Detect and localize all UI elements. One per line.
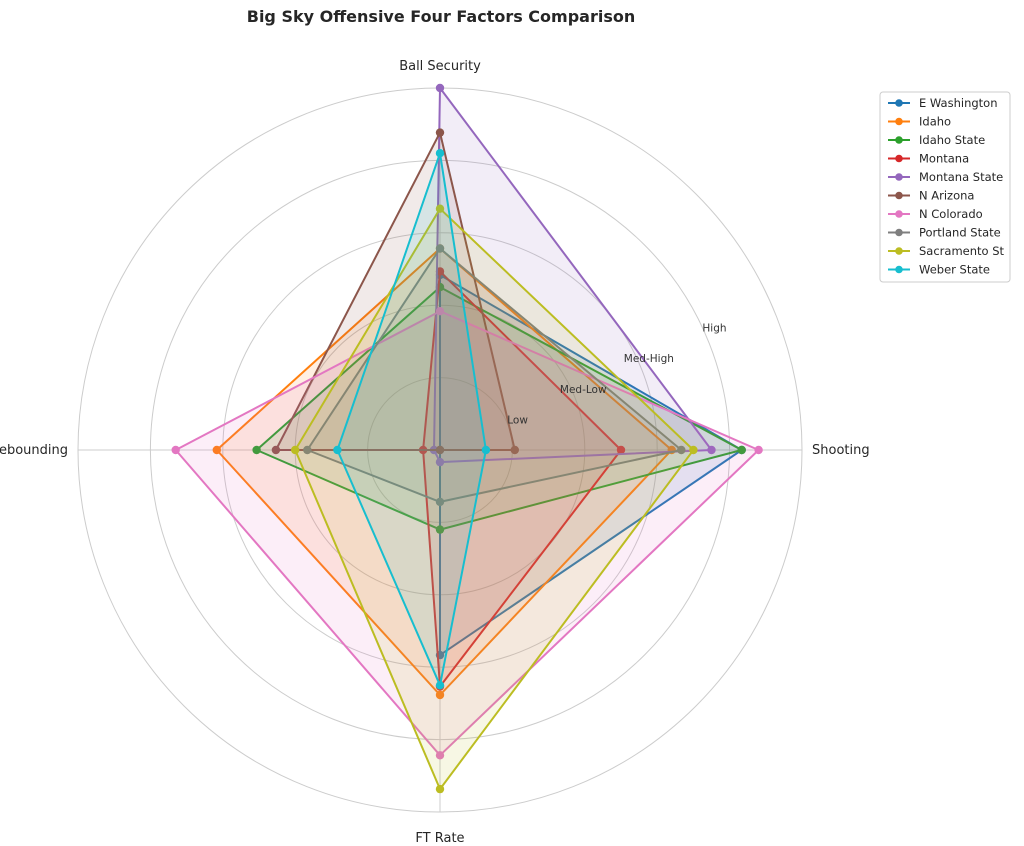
series-fill-idaho — [216, 248, 672, 695]
legend-label: Sacramento St — [919, 244, 1005, 258]
data-point-portland-state-ball-security — [435, 244, 445, 253]
data-point-weber-state-shooting — [481, 445, 491, 455]
legend-item-idaho-state: Idaho State — [888, 133, 985, 147]
chart-title: Big Sky Offensive Four Factors Compariso… — [247, 7, 636, 26]
series-fill-weber-state — [337, 153, 486, 686]
axis-label-shooting: Shooting — [812, 443, 870, 458]
axis-label-ft-rate: FT Rate — [415, 831, 464, 846]
data-point-weber-state-ft-rate — [435, 681, 445, 690]
series-fill-n-colorado — [175, 311, 759, 756]
series-fill-portland-state — [307, 248, 682, 502]
legend: E Washington Idaho Idaho State Montana Monta… — [879, 91, 1011, 283]
data-point-weber-state-off-rebounding — [333, 445, 342, 455]
series-weber-state — [333, 149, 491, 690]
data-point-sacramento-st-ft-rate — [435, 784, 445, 794]
legend-marker — [895, 99, 903, 107]
data-point-n-arizona-off-rebounding — [271, 445, 281, 455]
legend-label: N Colorado — [919, 207, 983, 221]
series-fill-sacramento-st — [295, 208, 694, 790]
legend-marker — [895, 117, 903, 126]
legend-item-montana-state: Montana State — [888, 170, 1003, 184]
legend-label: Idaho State — [919, 133, 985, 147]
legend-marker — [895, 173, 903, 181]
legend-marker — [895, 136, 903, 144]
tick-label-med-low: Med-Low — [560, 384, 607, 396]
legend-label: Portland State — [919, 226, 1001, 240]
legend-label: N Arizona — [919, 189, 974, 203]
axis-label-ball-security: Ball Security — [399, 59, 481, 74]
series-layer — [171, 83, 763, 794]
legend-item-sacramento-st: Sacramento St — [888, 244, 1005, 258]
legend-label: Idaho — [919, 115, 951, 129]
series-portland-state — [303, 244, 686, 507]
data-point-idaho-off-rebounding — [212, 445, 221, 455]
legend-item-idaho: Idaho — [888, 115, 951, 129]
data-point-idaho-state-ft-rate — [435, 525, 445, 534]
series-montana-state — [429, 83, 716, 467]
data-point-portland-state-ft-rate — [435, 497, 445, 507]
legend-marker — [895, 265, 903, 274]
legend-label: E Washington — [919, 96, 998, 110]
legend-marker — [895, 154, 903, 163]
data-point-sacramento-st-off-rebounding — [291, 445, 300, 455]
data-point-montana-state-ball-security — [435, 83, 445, 93]
legend-item-n-colorado: N Colorado — [888, 207, 983, 221]
series-n-colorado — [171, 307, 763, 760]
data-point-weber-state-ball-security — [435, 149, 445, 158]
legend-marker — [895, 228, 903, 237]
series-n-arizona — [271, 128, 519, 455]
series-sacramento-st — [291, 204, 698, 794]
legend-marker — [895, 247, 903, 255]
tick-label-low: Low — [507, 414, 528, 426]
legend-label: Montana — [919, 152, 969, 166]
data-point-n-arizona-ball-security — [435, 128, 445, 137]
series-fill-idaho-state — [256, 287, 742, 530]
data-point-portland-state-off-rebounding — [303, 445, 312, 455]
tick-label-med-high: Med-High — [624, 353, 674, 365]
legend-marker — [895, 210, 903, 218]
data-point-n-colorado-off-rebounding — [171, 445, 180, 455]
data-point-montana-shooting — [616, 445, 626, 455]
tick-labels: Low Med-Low Med-High High — [507, 323, 726, 427]
legend-marker — [895, 191, 903, 200]
axis-label-off-rebounding: Off Rebounding — [0, 443, 68, 458]
series-fill-montana-state — [434, 88, 712, 463]
data-point-idaho-state-shooting — [737, 445, 746, 455]
legend-item-portland-state: Portland State — [888, 226, 1001, 240]
series-fill-e-washington — [440, 275, 742, 656]
tick-label-high: High — [702, 323, 726, 335]
data-point-idaho-ft-rate — [435, 690, 445, 700]
legend-box — [879, 91, 1011, 283]
data-point-n-arizona-ft-rate — [435, 445, 445, 455]
series-fill-n-arizona — [275, 132, 515, 450]
data-point-sacramento-st-shooting — [689, 445, 698, 455]
series-idaho-state — [252, 282, 746, 534]
data-point-n-colorado-shooting — [754, 445, 763, 455]
data-point-n-colorado-ft-rate — [435, 751, 445, 760]
data-point-montana-state-ft-rate — [435, 457, 445, 467]
series-fill-montana — [423, 271, 621, 687]
legend-label: Weber State — [919, 263, 990, 277]
legend-item-weber-state: Weber State — [888, 263, 990, 277]
data-point-n-colorado-ball-security — [435, 307, 445, 316]
legend-item-e-washington: E Washington — [888, 96, 998, 110]
legend-item-montana: Montana — [888, 152, 969, 166]
data-point-sacramento-st-ball-security — [435, 204, 445, 213]
axis-labels: Ball Security Shooting FT Rate Off Reboundi… — [0, 59, 870, 846]
legend-label: Montana State — [919, 170, 1003, 184]
data-point-portland-state-shooting — [677, 445, 686, 455]
data-point-idaho-state-off-rebounding — [252, 445, 261, 455]
data-point-n-arizona-shooting — [510, 445, 519, 455]
legend-item-n-arizona: N Arizona — [888, 189, 974, 203]
data-point-montana-state-shooting — [707, 445, 716, 455]
